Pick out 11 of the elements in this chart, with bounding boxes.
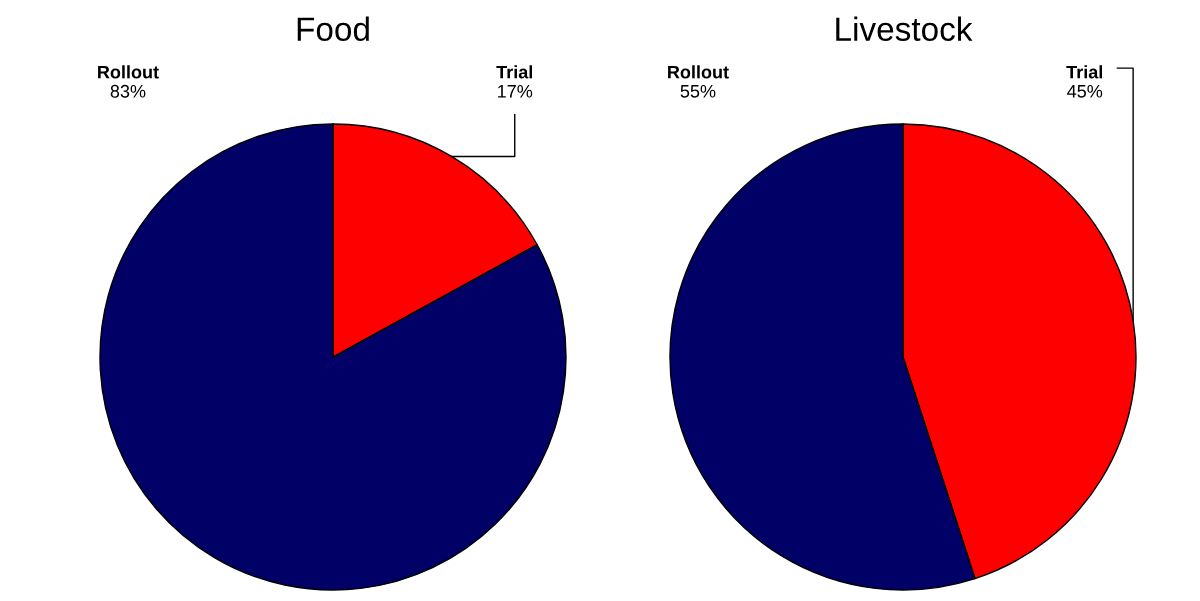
slice-label: Rollout xyxy=(98,65,159,79)
data-label: 55% xyxy=(680,84,716,98)
slice-label: Trial xyxy=(1066,65,1103,79)
slice-label: Trial xyxy=(496,65,533,79)
data-label: 83% xyxy=(110,84,146,98)
data-label: 45% xyxy=(1067,84,1103,98)
data-label: 17% xyxy=(498,84,533,98)
chart-title: Food xyxy=(297,16,369,41)
pie-slice xyxy=(99,123,567,591)
chart-title: Livestock xyxy=(836,16,973,41)
slice-label: Rollout xyxy=(668,65,729,79)
